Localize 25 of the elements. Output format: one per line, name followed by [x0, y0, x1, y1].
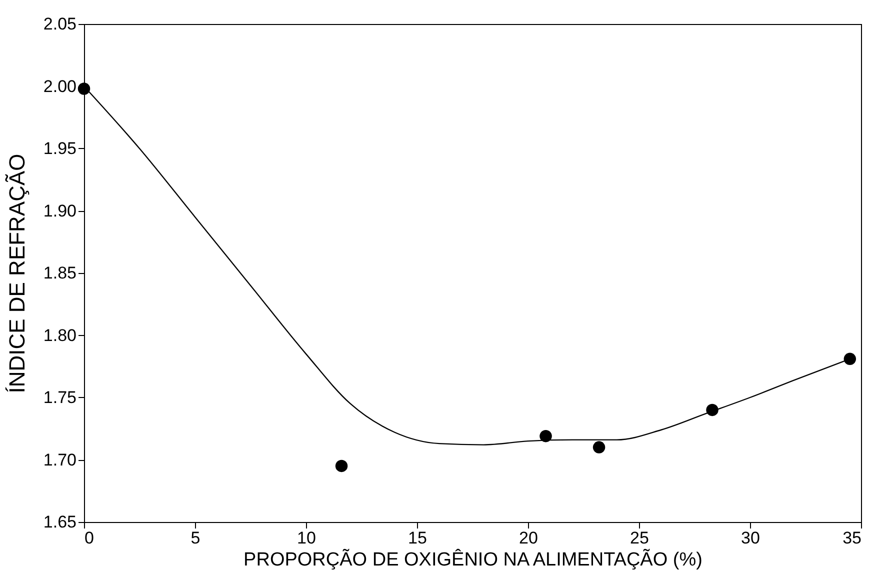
point — [78, 82, 90, 95]
y-tick-label: 1.90 — [43, 201, 76, 220]
y-axis-title: ÍNDICE DE REFRAÇÃO — [4, 154, 30, 394]
x-axis-title: PROPORÇÃO DE OXIGÊNIO NA ALIMENTAÇÃO (%) — [244, 548, 702, 570]
y-tick-label: 1.65 — [43, 512, 76, 532]
x-tick-label: 20 — [519, 528, 538, 548]
y-tick-label: 2.00 — [43, 76, 76, 96]
y-tick-label: 1.85 — [43, 264, 76, 282]
x-tick-label: 25 — [630, 528, 649, 548]
x-tick-label: 10 — [297, 528, 316, 548]
x-tick-label: 15 — [408, 528, 427, 548]
point — [335, 460, 348, 472]
point — [592, 441, 606, 454]
y-tick-label: 1.95 — [43, 139, 76, 158]
y-tick-label: 1.70 — [43, 450, 76, 470]
point — [706, 404, 718, 416]
point — [844, 352, 856, 366]
x-tick-label: 30 — [741, 528, 760, 548]
y-tick-label: 1.80 — [43, 326, 76, 345]
y-tick-label: 1.75 — [43, 388, 76, 407]
x-tick-label: 0 — [84, 528, 94, 548]
y-tick-label: 2.05 — [43, 14, 76, 34]
point — [540, 430, 552, 442]
x-tick-label: 5 — [190, 528, 200, 548]
x-tick-label: 35 — [842, 528, 862, 548]
